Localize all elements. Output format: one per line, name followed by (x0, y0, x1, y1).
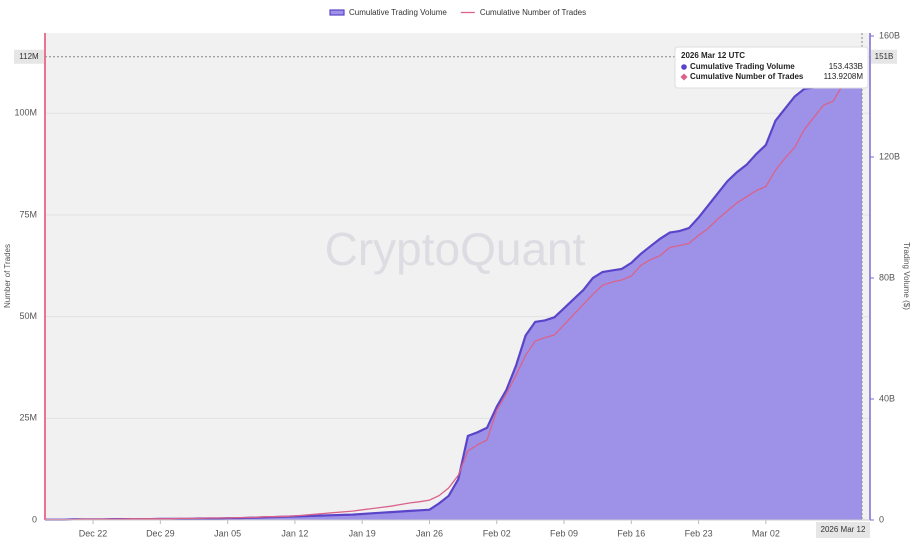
x-tick-label: Jan 12 (281, 528, 308, 538)
y-axis-title: Number of Trades (3, 244, 12, 308)
crosshair-y2-label: 151B (875, 52, 894, 61)
y2-tick-label: 120B (879, 151, 900, 161)
x-tick-label: Jan 19 (349, 528, 376, 538)
x-tick-label: Feb 02 (483, 528, 511, 538)
y-tick-label: 0 (32, 514, 37, 524)
crosshair-label-bg (816, 522, 870, 538)
legend-label: Cumulative Trading Volume (349, 8, 447, 17)
crosshair-x-label: 2026 Mar 12 (821, 525, 866, 534)
y2-tick-label: 40B (879, 393, 895, 403)
tooltip-marker (680, 73, 688, 81)
x-tick-label: Feb 23 (685, 528, 713, 538)
x-tick-label: Mar 02 (752, 528, 780, 538)
tooltip-name: Cumulative Number of Trades (690, 72, 804, 81)
tooltip-value: 113.9208M (824, 72, 864, 81)
legend-label: Cumulative Number of Trades (480, 8, 586, 17)
x-tick-label: Dec 22 (79, 528, 108, 538)
crosshair-y-label: 112M (19, 52, 39, 61)
x-tick-label: Dec 29 (146, 528, 175, 538)
tooltip-name: Cumulative Trading Volume (690, 62, 795, 71)
x-tick-label: Jan 05 (214, 528, 241, 538)
y-tick-label: 25M (19, 413, 37, 423)
x-tick-label: Feb 09 (550, 528, 578, 538)
tooltip: 2026 Mar 12 UTC Cumulative Trading Volume… (674, 46, 869, 89)
y-tick-label: 50M (19, 311, 37, 321)
tooltip-title: 2026 Mar 12 UTC (681, 51, 745, 60)
x-tick-label: Feb 16 (617, 528, 645, 538)
y2-tick-label: 80B (879, 272, 895, 282)
area (45, 56, 862, 520)
y2-axis-title: Trading Volume ($) (902, 242, 911, 310)
tooltip-value: 153.433B (829, 62, 863, 71)
crosshair-label-bg (871, 49, 897, 64)
tooltip-marker (681, 64, 687, 70)
y2-tick-label: 0 (879, 514, 884, 524)
y-tick-label: 100M (14, 108, 37, 118)
y2-tick-label: 160B (879, 30, 900, 40)
y-tick-label: 75M (19, 209, 37, 219)
crosshair-label-bg (14, 49, 44, 64)
legend-swatch (329, 9, 345, 16)
watermark: CryptoQuant (325, 223, 586, 275)
line (45, 56, 863, 521)
x-tick-label: Jan 26 (416, 528, 443, 538)
tooltip-bg (674, 46, 869, 89)
